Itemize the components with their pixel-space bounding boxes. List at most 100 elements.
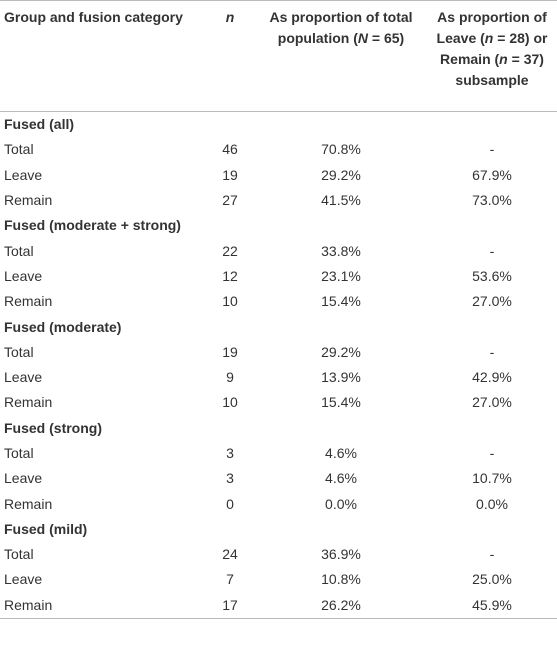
cell: 26.2% bbox=[321, 596, 361, 613]
cell: 7 bbox=[226, 571, 234, 588]
data-row: Total 3 4.6% - bbox=[0, 441, 557, 466]
header-text: N bbox=[357, 30, 368, 46]
table-body: Fused (all) Total 46 70.8% - Leave 19 29.2% 67.9… bbox=[0, 112, 557, 619]
cell: 3 bbox=[226, 470, 234, 487]
cell: 70.8% bbox=[321, 141, 361, 158]
data-table: Group and fusion category n As proportion … bbox=[0, 0, 557, 619]
cell: 19 bbox=[222, 166, 238, 183]
header-text: n bbox=[499, 51, 508, 67]
section-row: Fused (moderate + strong) bbox=[0, 213, 557, 238]
data-row: Leave 19 29.2% 67.9% bbox=[0, 163, 557, 188]
cell: 24 bbox=[222, 546, 238, 563]
cell: 3 bbox=[226, 445, 234, 461]
data-row: Total 22 33.8% - bbox=[0, 238, 557, 263]
section-row: Fused (moderate) bbox=[0, 314, 557, 339]
cell: 27 bbox=[222, 192, 238, 209]
section-title: Fused (strong) bbox=[4, 419, 102, 436]
cell: 0.0% bbox=[476, 495, 508, 512]
cell: 4.6% bbox=[325, 445, 357, 461]
cell: 45.9% bbox=[472, 596, 512, 613]
row-label: Remain bbox=[4, 394, 53, 411]
cell: 15.4% bbox=[321, 293, 361, 310]
cell: 10 bbox=[222, 293, 238, 310]
data-row: Leave 12 23.1% 53.6% bbox=[0, 264, 557, 289]
cell: 19 bbox=[222, 343, 238, 360]
row-label: Total bbox=[4, 546, 34, 563]
data-row: Remain 10 15.4% 27.0% bbox=[0, 390, 557, 415]
cell: 9 bbox=[226, 369, 234, 386]
cell: 22 bbox=[222, 242, 238, 259]
cell: 23.1% bbox=[321, 267, 361, 284]
cell: 36.9% bbox=[321, 546, 361, 563]
cell: - bbox=[489, 343, 495, 360]
section-title: Fused (moderate) bbox=[4, 318, 122, 335]
header-text: Group and fusion category bbox=[4, 9, 183, 25]
row-label: Leave bbox=[4, 571, 43, 588]
row-label: Leave bbox=[4, 267, 43, 284]
section-row: Fused (strong) bbox=[0, 416, 557, 441]
cell: 0.0% bbox=[325, 495, 357, 512]
section-title: Fused (all) bbox=[4, 116, 75, 133]
header-text: n bbox=[225, 9, 235, 25]
cell: 41.5% bbox=[321, 192, 361, 209]
row-label: Total bbox=[4, 242, 34, 259]
data-row: Remain 10 15.4% 27.0% bbox=[0, 289, 557, 314]
data-row: Total 24 36.9% - bbox=[0, 542, 557, 567]
header-text: = 65) bbox=[368, 30, 405, 46]
cell: 46 bbox=[222, 141, 238, 158]
data-row: Total 19 29.2% - bbox=[0, 340, 557, 365]
cell: - bbox=[489, 242, 495, 259]
row-label: Total bbox=[4, 141, 34, 158]
data-row: Remain 27 41.5% 73.0% bbox=[0, 188, 557, 213]
cell: 29.2% bbox=[321, 166, 361, 183]
cell: 25.0% bbox=[472, 571, 512, 588]
row-label: Leave bbox=[4, 470, 43, 487]
cell: - bbox=[489, 445, 495, 461]
cell: 29.2% bbox=[321, 343, 361, 360]
data-row: Remain 17 26.2% 45.9% bbox=[0, 593, 557, 619]
row-label: Remain bbox=[4, 192, 53, 209]
header-cell: Group and fusion category bbox=[0, 0, 205, 112]
cell: 10.8% bbox=[321, 571, 361, 588]
header-row: Group and fusion category n As proportion … bbox=[0, 0, 557, 112]
header-cell: n bbox=[205, 0, 255, 112]
cell: 53.6% bbox=[472, 267, 512, 284]
header-text: = 28) or Remain ( bbox=[440, 30, 548, 67]
data-row: Leave 9 13.9% 42.9% bbox=[0, 365, 557, 390]
cell: 42.9% bbox=[472, 369, 512, 386]
section-row: Fused (all) bbox=[0, 112, 557, 138]
cell: 10.7% bbox=[472, 470, 512, 487]
cell: - bbox=[489, 546, 495, 563]
header-text: n bbox=[484, 30, 494, 46]
row-label: Total bbox=[4, 445, 34, 461]
section-title: Fused (mild) bbox=[4, 520, 88, 537]
data-row: Leave 7 10.8% 25.0% bbox=[0, 567, 557, 592]
cell: 12 bbox=[222, 267, 238, 284]
row-label: Remain bbox=[4, 495, 53, 512]
data-row: Remain 0 0.0% 0.0% bbox=[0, 491, 557, 516]
cell: 4.6% bbox=[325, 470, 357, 487]
cell: 67.9% bbox=[472, 166, 512, 183]
row-label: Leave bbox=[4, 166, 43, 183]
cell: 73.0% bbox=[472, 192, 512, 209]
cell: 13.9% bbox=[321, 369, 361, 386]
cell: 17 bbox=[222, 596, 238, 613]
cell: 33.8% bbox=[321, 242, 361, 259]
cell: 10 bbox=[222, 394, 238, 411]
header-text: As proportion of Leave ( bbox=[436, 9, 547, 46]
header-cell: As proportion of Leave (n = 28) or Remai… bbox=[427, 0, 557, 112]
data-row: Leave 3 4.6% 10.7% bbox=[0, 466, 557, 491]
row-label: Total bbox=[4, 343, 34, 360]
cell: 0 bbox=[226, 495, 234, 512]
cell: 15.4% bbox=[321, 394, 361, 411]
row-label: Remain bbox=[4, 293, 53, 310]
cell: 27.0% bbox=[472, 394, 512, 411]
header-cell: As proportion of total population (N = 6… bbox=[255, 0, 427, 112]
header-text: = 37) subsample bbox=[455, 51, 544, 88]
row-label: Leave bbox=[4, 369, 43, 386]
data-row: Total 46 70.8% - bbox=[0, 137, 557, 162]
section-row: Fused (mild) bbox=[0, 517, 557, 542]
section-title: Fused (moderate + strong) bbox=[4, 217, 181, 234]
header-text: As proportion of total population ( bbox=[269, 9, 413, 46]
